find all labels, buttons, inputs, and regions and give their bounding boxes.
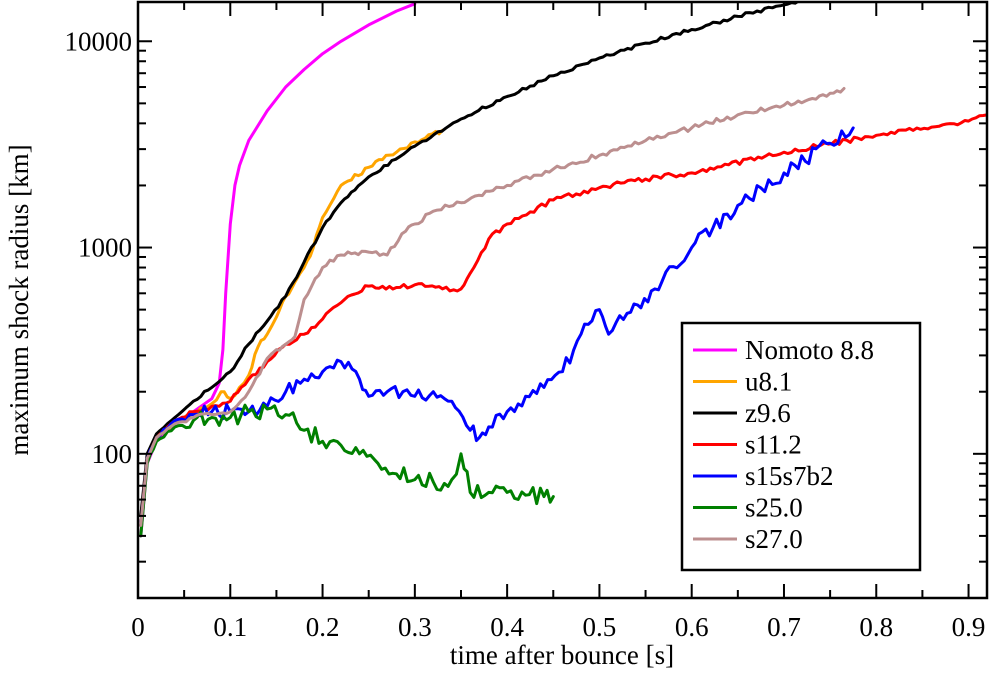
- legend-box: [680, 321, 922, 572]
- y-tick-label: 100: [92, 439, 133, 469]
- x-tick-label: 0.5: [583, 612, 617, 642]
- x-tick-label: 0.4: [490, 612, 524, 642]
- legend-label-z9-6: z9.6: [745, 398, 791, 428]
- x-tick-label: 0.9: [952, 612, 986, 642]
- x-tick-label: 0.3: [398, 612, 432, 642]
- x-tick-label: 0.6: [675, 612, 709, 642]
- x-axis-ticks: 0 0.1 0.2 0.3 0.4 0.5 0.6 0.7 0.8 0.9: [131, 2, 985, 642]
- series-line-s25-0: [139, 403, 555, 538]
- x-tick-label: 0.7: [767, 612, 801, 642]
- y-tick-label: 10000: [65, 26, 133, 56]
- legend-label-nomoto-8-8: Nomoto 8.8: [745, 335, 874, 365]
- x-tick-label: 0: [131, 612, 145, 642]
- x-tick-label: 0.2: [306, 612, 340, 642]
- series-line-z9-6: [139, 2, 804, 518]
- x-axis-title: time after bounce [s]: [450, 640, 674, 670]
- series-line-nomoto-8-8: [139, 2, 417, 538]
- legend-label-s25-0: s25.0: [745, 493, 803, 523]
- series-line-u8-1: [139, 128, 444, 527]
- series-layer: [139, 2, 987, 538]
- x-tick-label: 0.1: [213, 612, 247, 642]
- y-axis-ticks: 100 1000 10000: [65, 26, 987, 563]
- y-axis-title: maximum shock radius [km]: [4, 144, 34, 455]
- y-tick-label: 1000: [78, 233, 132, 263]
- legend-label-s15s7b2: s15s7b2: [745, 461, 834, 491]
- legend-label-u8-1: u8.1: [745, 367, 792, 397]
- series-line-s27-0: [139, 87, 846, 527]
- series-line-s15s7b2: [139, 126, 855, 527]
- plot-frame: [136, 0, 989, 600]
- legend-label-s27-0: s27.0: [745, 524, 803, 554]
- x-tick-label: 0.8: [859, 612, 893, 642]
- legend-label-s11-2: s11.2: [745, 430, 802, 460]
